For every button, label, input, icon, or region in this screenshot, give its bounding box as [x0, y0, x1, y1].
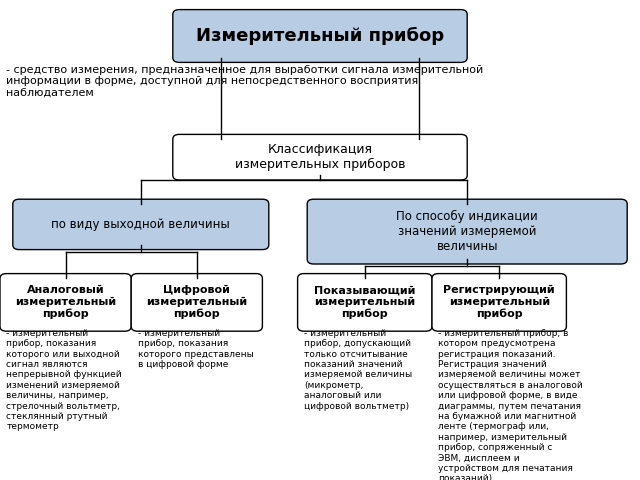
FancyBboxPatch shape — [307, 199, 627, 264]
FancyBboxPatch shape — [173, 134, 467, 180]
Text: Аналоговый
измерительный
прибор: Аналоговый измерительный прибор — [15, 286, 116, 319]
Text: Измерительный прибор: Измерительный прибор — [196, 27, 444, 45]
FancyBboxPatch shape — [0, 274, 131, 331]
Text: по виду выходной величины: по виду выходной величины — [51, 218, 230, 231]
FancyBboxPatch shape — [298, 274, 432, 331]
FancyBboxPatch shape — [432, 274, 566, 331]
FancyBboxPatch shape — [13, 199, 269, 250]
Text: По способу индикации
значений измеряемой
величины: По способу индикации значений измеряемой… — [396, 210, 538, 253]
Text: - измерительный прибор, в
котором предусмотрена
регистрация показаний.
Регистрац: - измерительный прибор, в котором предус… — [438, 329, 583, 480]
Text: - измерительный
прибор, показания
которого представлены
в цифровой форме: - измерительный прибор, показания которо… — [138, 329, 253, 369]
Text: - измерительный
прибор, допускающий
только отсчитывание
показаний значений
измер: - измерительный прибор, допускающий толь… — [304, 329, 412, 410]
Text: - измерительный
прибор, показания
которого или выходной
сигнал являются
непрерыв: - измерительный прибор, показания которо… — [6, 329, 122, 432]
FancyBboxPatch shape — [173, 10, 467, 62]
FancyBboxPatch shape — [131, 274, 262, 331]
Text: Показывающий
измерительный
прибор: Показывающий измерительный прибор — [314, 286, 415, 319]
Text: - средство измерения, предназначенное для выработки сигнала измерительной
информ: - средство измерения, предназначенное дл… — [6, 65, 484, 98]
Text: Регистрирующий
измерительный
прибор: Регистрирующий измерительный прибор — [444, 286, 555, 319]
Text: Классификация
измерительных приборов: Классификация измерительных приборов — [235, 143, 405, 171]
Text: Цифровой
измерительный
прибор: Цифровой измерительный прибор — [146, 286, 248, 319]
